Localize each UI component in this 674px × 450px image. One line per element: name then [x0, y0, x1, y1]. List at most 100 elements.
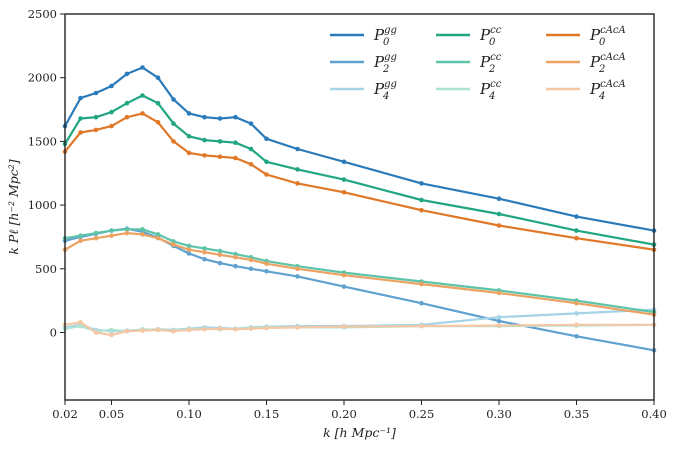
- data-point: [574, 334, 579, 339]
- data-point: [78, 95, 83, 101]
- data-point: [496, 290, 502, 296]
- data-point: [248, 266, 254, 272]
- data-point: [419, 323, 424, 329]
- series-line: [64, 112, 655, 251]
- data-point: [109, 109, 114, 115]
- data-point: [140, 232, 145, 237]
- data-point: [341, 159, 347, 165]
- data-point: [341, 190, 347, 195]
- data-point: [124, 114, 130, 120]
- series-layer: [62, 65, 657, 353]
- y-tick-label: 1500: [28, 134, 57, 148]
- series-line: [64, 66, 655, 232]
- data-point: [295, 181, 300, 186]
- data-point: [248, 121, 254, 126]
- data-point: [419, 300, 424, 306]
- legend: Pgg 0 Pgg 2 Pgg 4 Pcc 0 Pcc 2 Pcc 4 PcAcA 0 PcAcA 2 PcAc…: [330, 25, 626, 102]
- legend-label: Pgg 2: [373, 52, 397, 75]
- data-point: [155, 327, 161, 333]
- x-tick-label: 0.20: [331, 407, 357, 421]
- x-tick-label: 0.25: [409, 407, 435, 421]
- data-point: [78, 116, 83, 121]
- plot-frame: [64, 13, 655, 401]
- data-point: [264, 261, 269, 267]
- data-point: [202, 114, 207, 120]
- data-point: [496, 314, 502, 320]
- data-point: [496, 211, 502, 217]
- series-line: [64, 321, 654, 337]
- data-point: [109, 332, 114, 338]
- data-point: [295, 266, 300, 272]
- x-tick-label: 0.35: [564, 407, 590, 421]
- data-point: [155, 75, 161, 80]
- data-point: [78, 233, 83, 238]
- data-point: [295, 146, 300, 152]
- data-point: [109, 233, 114, 238]
- data-point: [186, 243, 192, 249]
- data-point: [124, 328, 130, 334]
- data-point: [93, 330, 99, 335]
- data-point: [233, 114, 238, 120]
- data-point: [186, 150, 192, 156]
- x-tick-label: 0.30: [486, 407, 512, 421]
- data-point: [155, 100, 161, 106]
- data-point: [233, 327, 238, 332]
- data-point: [109, 327, 114, 333]
- data-point: [186, 327, 192, 333]
- data-point: [248, 162, 254, 167]
- series-line: [64, 228, 655, 314]
- tick-layer: 0.02 0.05 0.10 0.15 0.20 0.25 0.30 0.35 0.40 0 500…: [28, 7, 667, 421]
- data-point: [248, 257, 254, 263]
- data-point: [186, 111, 192, 116]
- data-point: [186, 247, 192, 252]
- x-tick-label: 0.40: [641, 407, 667, 421]
- data-point: [264, 269, 269, 274]
- data-point: [496, 196, 502, 201]
- data-point: [574, 322, 579, 328]
- data-point: [233, 155, 238, 161]
- data-point: [295, 274, 300, 279]
- x-tick-label: 0.10: [176, 407, 202, 421]
- data-point: [155, 120, 161, 125]
- series-line: [64, 227, 655, 352]
- data-point: [124, 230, 130, 236]
- x-tick-label: 0.05: [99, 407, 125, 421]
- legend-label: Pcc 2: [479, 52, 502, 75]
- data-point: [155, 232, 161, 237]
- legend-label: PcAcA 4: [589, 79, 626, 102]
- data-point: [171, 121, 176, 126]
- y-tick-label: 500: [35, 262, 57, 276]
- data-point: [171, 97, 176, 102]
- data-point: [155, 235, 161, 241]
- data-point: [202, 249, 207, 255]
- data-point: [264, 172, 269, 177]
- x-axis-label: k [h Mpc⁻¹]: [323, 425, 396, 440]
- data-point: [295, 325, 300, 330]
- data-point: [217, 139, 223, 144]
- data-point: [93, 230, 99, 236]
- data-point: [217, 154, 223, 159]
- y-tick-label: 2500: [28, 7, 57, 21]
- legend-label: Pcc 4: [479, 79, 502, 102]
- data-point: [496, 223, 502, 228]
- y-axis-label: k Pℓ [h⁻² Mpc²]: [6, 159, 21, 254]
- data-point: [233, 254, 238, 260]
- data-point: [574, 235, 579, 241]
- data-point: [419, 207, 424, 213]
- data-point: [186, 134, 192, 139]
- data-point: [496, 323, 502, 328]
- data-point: [341, 272, 347, 278]
- data-point: [217, 260, 223, 266]
- data-point: [93, 235, 99, 241]
- data-point: [574, 300, 579, 306]
- data-point: [341, 177, 347, 182]
- data-point: [186, 251, 192, 256]
- data-point: [78, 130, 83, 135]
- data-point: [496, 318, 502, 324]
- data-point: [78, 320, 83, 325]
- data-point: [202, 137, 207, 143]
- legend-label: PcAcA 2: [589, 52, 626, 75]
- data-point: [202, 256, 207, 262]
- data-point: [295, 167, 300, 172]
- data-point: [264, 159, 269, 165]
